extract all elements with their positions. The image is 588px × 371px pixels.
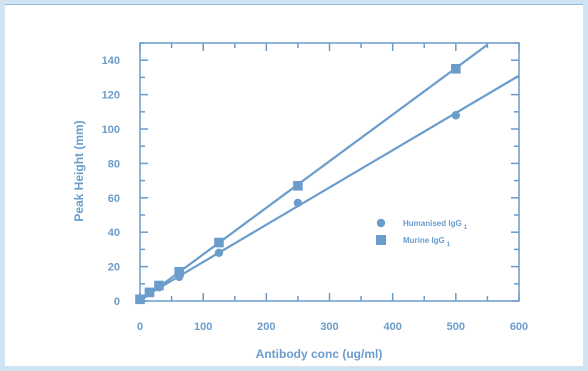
y-axis-label: Peak Height (mm) xyxy=(72,120,86,221)
x-tick-label: 0 xyxy=(137,321,143,333)
fit-line-square xyxy=(139,43,489,302)
legend-marker-square xyxy=(376,235,386,245)
data-point-square xyxy=(144,287,155,298)
data-point-square xyxy=(174,266,184,277)
data-point-square xyxy=(135,294,145,305)
data-points xyxy=(135,64,461,305)
y-tick-label: 120 xyxy=(102,90,120,102)
y-tick-label: 80 xyxy=(108,158,120,170)
fit-lines xyxy=(139,43,520,302)
y-tick-label: 40 xyxy=(108,227,120,239)
y-tick-label: 0 xyxy=(114,296,120,308)
data-point-circle xyxy=(293,198,303,208)
data-point-square xyxy=(214,237,224,248)
x-tick-label: 400 xyxy=(383,321,401,333)
data-point-square xyxy=(451,64,461,74)
data-point-circle xyxy=(451,111,461,120)
x-tick-label: 100 xyxy=(194,321,212,333)
data-point-square xyxy=(293,180,303,191)
y-tick-label: 100 xyxy=(102,124,120,136)
data-point-square xyxy=(154,280,164,291)
y-tick-label: 60 xyxy=(108,193,120,205)
legend-marker-circle xyxy=(376,218,386,228)
axes: 0 100 200 300 400 500 600 0 20 40 60 80 100 120 140 xyxy=(102,42,528,333)
fit-line-circle xyxy=(139,74,520,301)
data-point-circle xyxy=(214,248,224,258)
x-tick-label: 500 xyxy=(447,321,465,333)
y-tick-label: 20 xyxy=(108,262,120,274)
y-tick-label: 140 xyxy=(102,55,120,67)
x-tick-label: 200 xyxy=(257,321,275,333)
legend: Humanised IgG 1 Murine IgG 1 xyxy=(376,218,468,248)
x-tick-label: 300 xyxy=(320,321,338,333)
legend-label: Murine IgG 1 xyxy=(403,236,451,248)
top-rule xyxy=(5,4,583,5)
plot-area-box xyxy=(139,42,520,302)
x-axis-label: Antibody conc (ug/ml) xyxy=(256,347,383,361)
x-tick-label: 600 xyxy=(510,321,528,333)
legend-label: Humanised IgG 1 xyxy=(403,219,468,231)
